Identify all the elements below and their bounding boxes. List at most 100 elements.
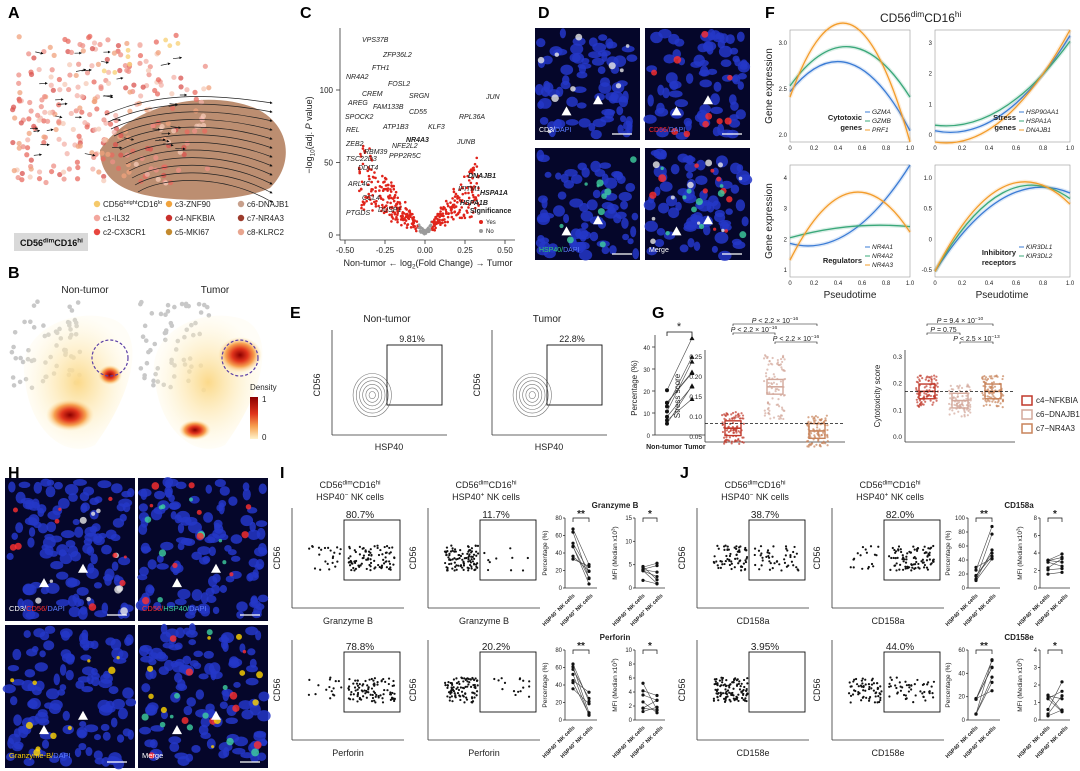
stain: [620, 68, 624, 72]
label: -0.25: [376, 246, 395, 255]
cell-point: [318, 554, 320, 556]
cell-point: [814, 419, 816, 421]
nucleus: [729, 94, 737, 105]
umap-cell: [27, 131, 32, 136]
cell-point: [900, 548, 902, 550]
cell-point: [987, 395, 989, 397]
umap-cell: [123, 85, 128, 90]
nucleus: [685, 120, 691, 131]
cell-point: [453, 551, 455, 553]
label: 0: [329, 231, 334, 240]
umap-cell: [96, 169, 101, 174]
nucleus: [186, 697, 196, 706]
umap-cell: [71, 127, 76, 132]
nucleus: [734, 58, 740, 66]
nucleus: [8, 482, 15, 493]
cell-point: [967, 414, 969, 416]
stain: [241, 531, 248, 538]
text-part: hi: [955, 9, 962, 19]
cell-point: [738, 430, 740, 432]
paired-point: [1060, 697, 1063, 700]
cell-point: [447, 681, 449, 683]
volcano-point: [453, 211, 456, 214]
cell-point: [734, 441, 736, 443]
nucleus: [209, 546, 216, 556]
stain: [124, 556, 127, 559]
cell-point: [765, 372, 767, 374]
nucleus: [258, 691, 269, 701]
cell-point: [852, 693, 854, 695]
umap-cell: [24, 152, 29, 157]
nucleus: [626, 116, 633, 127]
legend-swatch: [238, 229, 244, 235]
stain: [207, 636, 211, 640]
label: 80.7%: [346, 510, 374, 521]
stain: [243, 650, 247, 654]
cell-point: [961, 387, 963, 389]
cell-point: [743, 423, 745, 425]
label: 20: [555, 569, 562, 575]
volcano-point: [429, 223, 432, 226]
label: ZEB2: [345, 141, 364, 148]
label: HSP90AA1: [1026, 109, 1059, 116]
volcano-point: [444, 221, 447, 224]
cell-point: [731, 442, 733, 444]
umap-cell: [193, 108, 198, 113]
paired-point: [1060, 571, 1063, 574]
cell-point: [474, 692, 476, 694]
cell-point: [444, 684, 446, 686]
volcano-point: [418, 223, 421, 226]
cell-point: [720, 567, 722, 569]
cell-point: [782, 418, 784, 420]
nucleus: [63, 725, 74, 734]
stain: [35, 597, 41, 603]
nucleus: [207, 738, 216, 749]
cell-point: [961, 415, 963, 417]
cell-point: [445, 554, 447, 556]
paired-point: [571, 557, 574, 560]
umap-cell: [28, 174, 33, 179]
cell-point: [982, 385, 984, 387]
cell-point: [388, 552, 390, 554]
umap-cell: [168, 180, 173, 185]
label: Perforin: [600, 633, 631, 642]
label: **: [577, 509, 585, 520]
cell-point: [901, 686, 903, 688]
cell-point: [467, 558, 469, 560]
label: 0.5: [924, 207, 933, 213]
nucleus: [58, 498, 70, 509]
cell-point: [894, 552, 896, 554]
nucleus: [160, 542, 173, 551]
cell-point: [348, 685, 350, 687]
cell-point: [364, 550, 366, 552]
nucleus: [553, 205, 565, 216]
label: 0.20: [689, 374, 702, 381]
cell-point: [335, 680, 337, 682]
volcano-point: [470, 182, 473, 185]
cell-point: [370, 562, 372, 564]
label: Granzyme B: [323, 616, 373, 626]
stain: [50, 733, 56, 739]
cell-point: [754, 554, 756, 556]
cell-point: [451, 567, 453, 569]
cell-point: [865, 697, 867, 699]
umap-cell: [49, 169, 54, 174]
cell-point: [386, 566, 388, 568]
cell-point: [465, 679, 467, 681]
cell-point: [890, 685, 892, 687]
nucleus: [703, 41, 716, 51]
cell-point: [723, 437, 725, 439]
stain: [15, 543, 22, 550]
cell-point: [924, 564, 926, 566]
cell-point: [728, 692, 730, 694]
cell-point: [737, 694, 739, 696]
cell-point: [725, 412, 727, 414]
label: 40: [643, 346, 650, 352]
cell-point: [925, 385, 927, 387]
volcano-point: [450, 208, 453, 211]
cell-point: [475, 555, 477, 557]
cell-point: [454, 694, 456, 696]
cell-point: [855, 678, 857, 680]
cell-point: [895, 687, 897, 689]
cell-point: [729, 564, 731, 566]
